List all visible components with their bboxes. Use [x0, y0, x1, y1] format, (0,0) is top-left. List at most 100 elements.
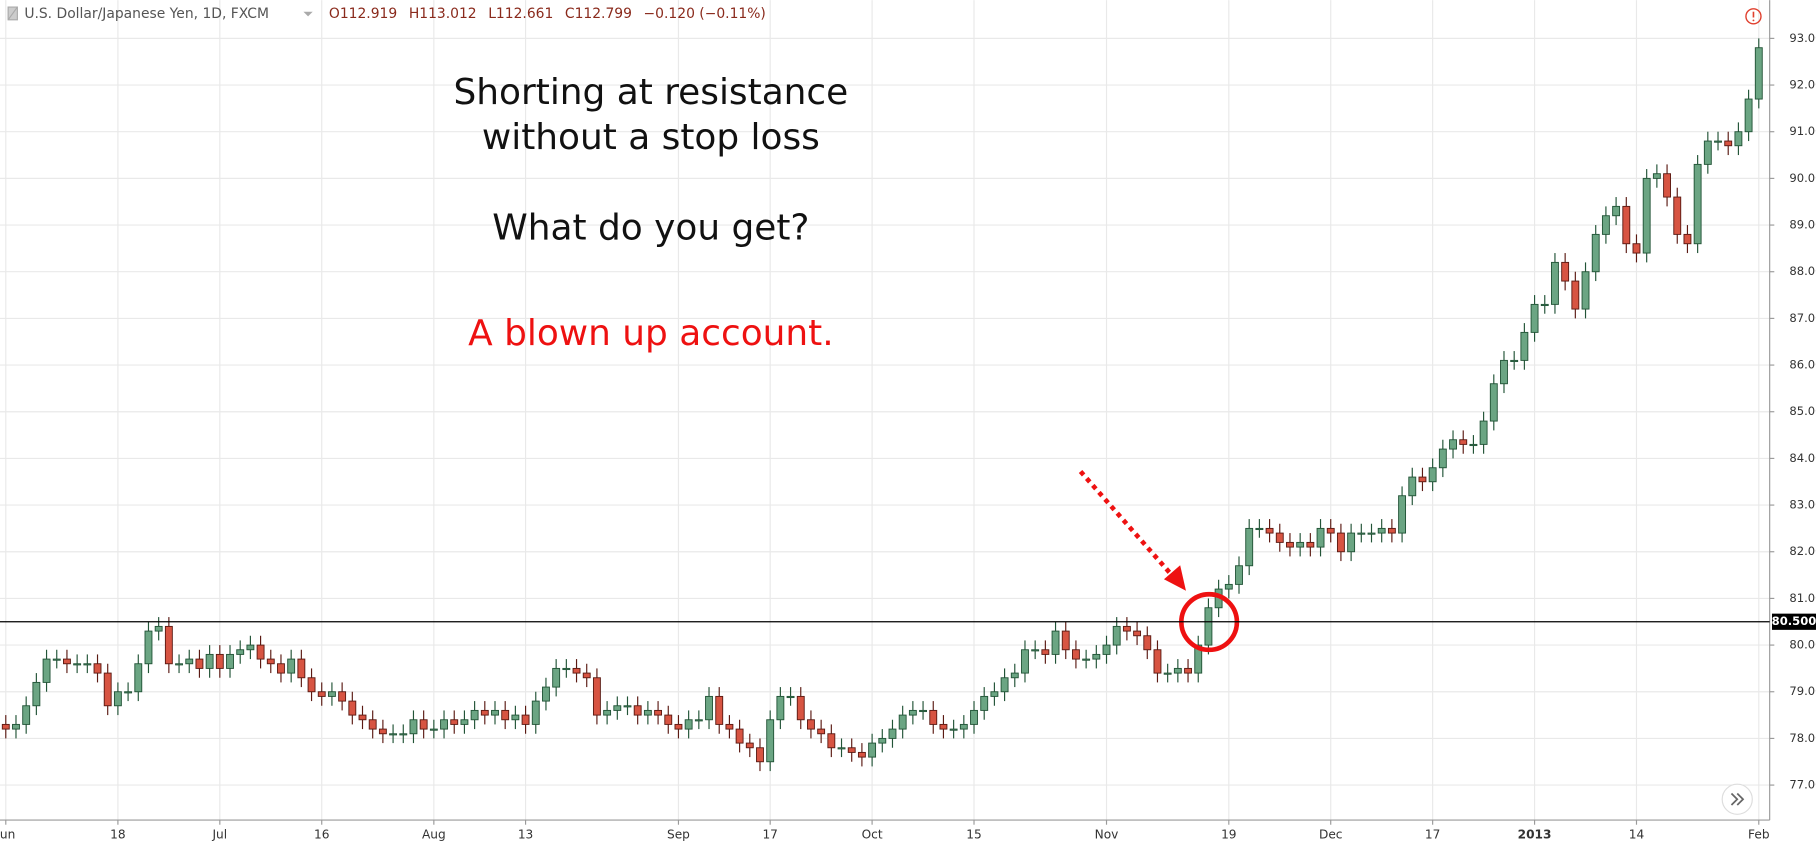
- candle-body: [756, 747, 764, 763]
- candle-body: [73, 663, 82, 666]
- y-tick-label: 83.000: [1789, 498, 1816, 512]
- candle-body: [154, 625, 163, 632]
- candle-body: [1071, 649, 1080, 660]
- annotation-text: Shorting at resistance without a stop lo…: [454, 72, 849, 354]
- candle-body: [786, 695, 795, 699]
- y-tick-label: 78.000: [1789, 731, 1816, 745]
- candle-body: [134, 663, 143, 693]
- candle-body: [246, 644, 255, 651]
- x-tick-label: Jun: [0, 828, 15, 842]
- candle-body: [1010, 672, 1019, 679]
- candle-body: [1714, 140, 1722, 143]
- candle-body: [215, 653, 224, 669]
- candle-body: [1500, 359, 1508, 385]
- scroll-button[interactable]: [1721, 783, 1753, 815]
- candle-body: [1336, 532, 1345, 553]
- candle-body: [1693, 163, 1702, 245]
- candle-body: [1489, 383, 1498, 422]
- candle-body: [399, 733, 408, 736]
- candle-body: [63, 658, 71, 665]
- x-tick-label: 16: [314, 828, 329, 842]
- candle-body: [419, 719, 428, 730]
- candle-body: [297, 658, 306, 679]
- candle-body: [1540, 303, 1549, 307]
- candle-body: [440, 719, 448, 730]
- candle-body: [1663, 173, 1671, 198]
- price-line-label: 80.500: [1772, 614, 1816, 628]
- candle-body: [338, 691, 347, 702]
- header: U.S. Dollar/Japanese Yen, 1D, FXCM O112.…: [7, 6, 1762, 25]
- candle-body: [1469, 443, 1478, 447]
- y-tick-label: 89.000: [1789, 218, 1816, 232]
- x-tick-label: Sep: [667, 828, 690, 842]
- candle-body: [1224, 583, 1233, 590]
- candle-body: [766, 719, 775, 763]
- candle-body: [1082, 658, 1091, 661]
- candle-body: [1632, 243, 1641, 254]
- warning-icon-dot: [1752, 19, 1755, 22]
- candle-body: [531, 700, 540, 725]
- y-tick-label: 80.000: [1789, 638, 1816, 652]
- dropdown-caret[interactable]: [303, 11, 313, 17]
- candle-body: [1153, 649, 1162, 674]
- candle-body: [1551, 261, 1559, 305]
- warning-icon[interactable]: [1745, 8, 1762, 25]
- readout-item: −0.120 (−0.11%): [644, 6, 766, 22]
- candle-body: [929, 709, 938, 725]
- candle-body: [480, 709, 489, 716]
- x-tick-label: Oct: [862, 828, 883, 842]
- candle-body: [1031, 649, 1040, 652]
- y-tick-label: 85.000: [1789, 404, 1816, 418]
- candle-body: [970, 709, 978, 725]
- arrow-head: [1163, 565, 1186, 591]
- series-icon: [7, 6, 18, 21]
- candle-body: [1734, 131, 1743, 147]
- candle-body: [1306, 541, 1315, 548]
- y-tick-label: 79.000: [1789, 684, 1816, 698]
- candle-body: [205, 653, 214, 669]
- candle-body: [144, 630, 153, 665]
- candle-body: [868, 742, 877, 758]
- candle-body: [1112, 625, 1121, 646]
- candle-body: [1163, 672, 1172, 675]
- candle-body: [470, 709, 479, 721]
- candle-body: [103, 672, 112, 707]
- annotation: Shorting at resistance: [454, 72, 849, 113]
- candle-body: [1387, 527, 1396, 534]
- candle-body: [93, 663, 102, 674]
- candle-body: [460, 719, 469, 725]
- candle-body: [491, 709, 499, 716]
- x-tick-label: 2013: [1518, 828, 1552, 842]
- x-tick-label: 17: [762, 828, 777, 842]
- candle-body: [22, 705, 31, 725]
- candle-body: [12, 723, 20, 730]
- candle-body: [807, 719, 815, 730]
- candle-body: [327, 691, 336, 697]
- y-tick-label: 88.000: [1789, 264, 1816, 278]
- candle-body: [113, 691, 122, 707]
- candle-body: [1296, 541, 1305, 548]
- candle-body: [654, 709, 663, 716]
- candle-body: [1061, 630, 1070, 651]
- candle-body: [1622, 205, 1631, 245]
- candle-body: [959, 723, 968, 730]
- x-tick-label: Feb: [1748, 828, 1770, 842]
- candle-body: [1367, 532, 1376, 535]
- candle-body: [378, 728, 387, 735]
- readout-item: L112.661: [488, 6, 553, 22]
- readout-item: O112.919: [329, 6, 397, 22]
- candle-body: [613, 705, 622, 711]
- candle-body: [1173, 667, 1182, 674]
- candle-body: [847, 747, 856, 753]
- y-tick-label: 90.000: [1789, 171, 1816, 185]
- x-tick-label: Aug: [422, 828, 446, 842]
- candle-body: [1092, 653, 1101, 660]
- candle-body: [674, 723, 683, 730]
- candle-body: [1479, 420, 1488, 445]
- candle-body: [1561, 261, 1570, 282]
- candle-body: [521, 714, 530, 725]
- candle-body: [256, 644, 265, 660]
- candle-body: [236, 649, 245, 655]
